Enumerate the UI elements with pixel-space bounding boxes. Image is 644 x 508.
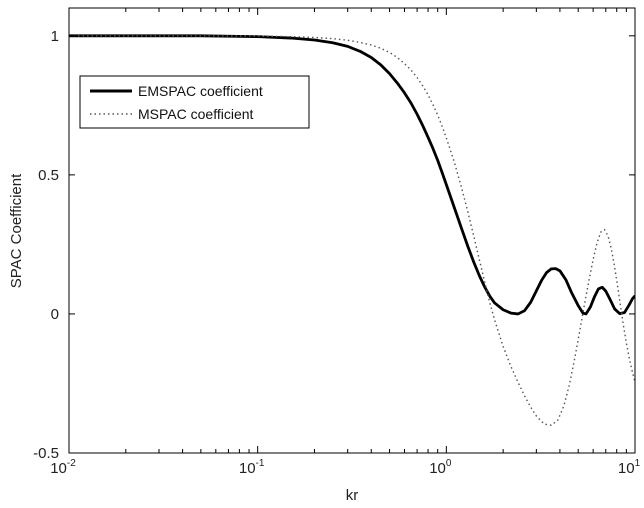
plot-area	[69, 8, 635, 453]
x-tick-label: 10-2	[50, 458, 76, 477]
x-axis-label: kr	[346, 487, 359, 504]
x-tick-label: 101	[618, 458, 641, 477]
plot-frame	[68, 7, 636, 454]
y-axis-label: SPAC Coefficient	[8, 173, 25, 288]
legend: EMSPAC coefficient MSPAC coefficient	[79, 75, 310, 129]
emspac-series-line	[69, 34, 635, 316]
y-tick-label: -0.5	[33, 445, 59, 462]
legend-label-mspac: MSPAC coefficient	[138, 106, 254, 122]
legend-label-emspac: EMSPAC coefficient	[138, 83, 263, 99]
y-tick-label: 0.5	[38, 167, 59, 184]
x-tick-label: 100	[429, 458, 452, 477]
series-layer	[69, 34, 635, 426]
x-tick-label: 10-1	[239, 458, 265, 477]
y-tick-label: 0	[51, 306, 59, 323]
ticks-layer: -0.5 0 0.5 1 10-2 10-1 100 101	[33, 8, 641, 477]
y-tick-label: 1	[51, 28, 59, 45]
legend-box	[79, 75, 310, 129]
